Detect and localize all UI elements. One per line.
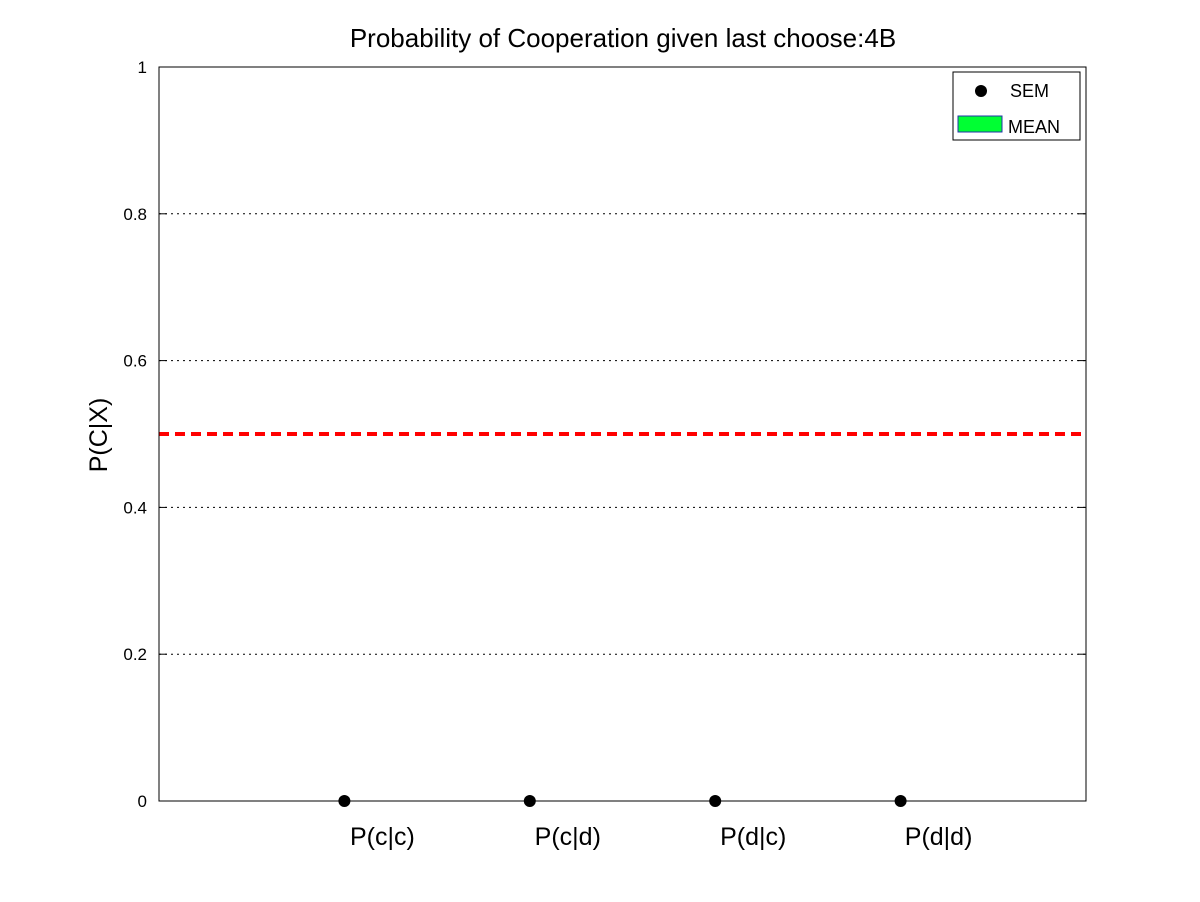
y-axis-label: P(C|X) xyxy=(85,398,113,473)
y-tick-label: 0 xyxy=(138,792,147,811)
axes-box xyxy=(158,66,1087,802)
x-tick-label: P(d|d) xyxy=(905,823,973,851)
gridlines xyxy=(159,213,1086,655)
x-tick-label: P(c|c) xyxy=(350,823,415,851)
legend-mean-patch xyxy=(957,115,1003,133)
y-tick-label: 0.4 xyxy=(123,498,147,517)
x-tick-label: P(c|d) xyxy=(535,823,601,851)
legend-sem-marker xyxy=(975,85,987,97)
y-tick-label: 0.2 xyxy=(123,645,147,664)
y-tick-label: 1 xyxy=(138,58,147,77)
legend-mean-label: MEAN xyxy=(1008,117,1060,137)
y-tick-labels: 0 0.2 0.4 0.6 0.8 1 xyxy=(123,58,147,811)
legend-sem-label: SEM xyxy=(1010,81,1049,101)
x-tick-label: P(d|c) xyxy=(720,823,786,851)
legend: SEM MEAN xyxy=(952,71,1081,141)
x-tick-labels: P(c|c) P(c|d) P(d|c) P(d|d) xyxy=(350,823,972,851)
axes xyxy=(158,66,1087,802)
y-tick-label: 0.8 xyxy=(123,205,147,224)
y-tick-label: 0.6 xyxy=(123,352,147,371)
chart-title: Probability of Cooperation given last ch… xyxy=(350,23,896,53)
